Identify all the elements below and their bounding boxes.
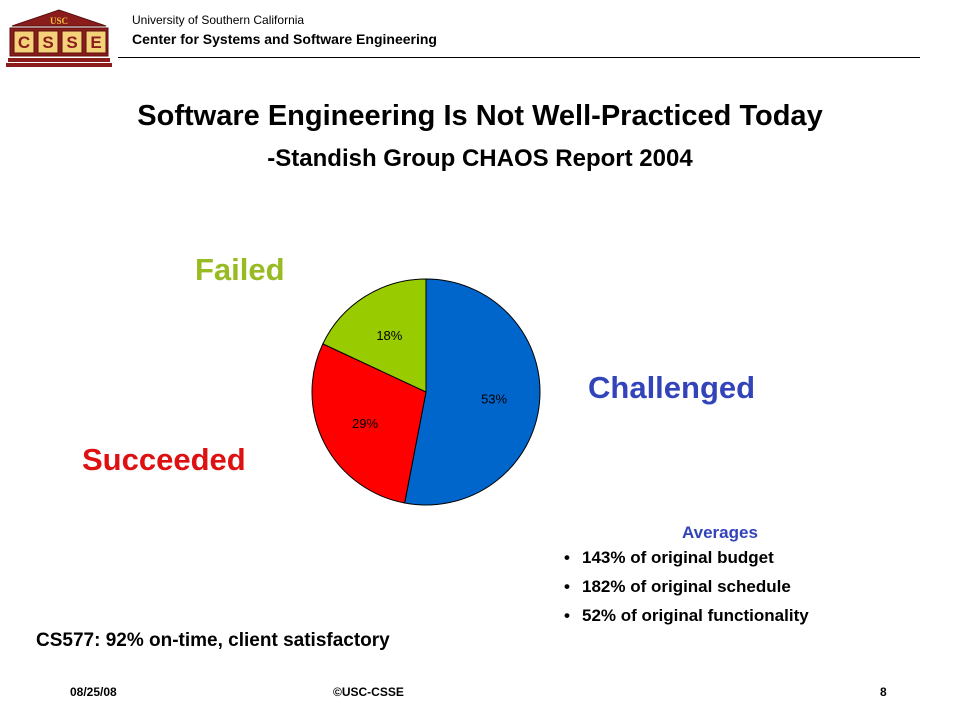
footer-date: 08/25/08 <box>70 685 117 699</box>
average-budget: 143% of original budget <box>582 548 774 567</box>
chaos-pie-chart: 53% 29% 18% <box>311 278 541 506</box>
logo-letter: C <box>18 33 30 52</box>
label-failed: Failed <box>195 252 285 287</box>
cs577-note: CS577: 92% on-time, client satisfactory <box>36 630 390 651</box>
logo-letter: E <box>90 33 101 52</box>
list-item: • 182% of original schedule <box>564 577 791 596</box>
average-schedule: 182% of original schedule <box>582 577 791 596</box>
slide-title: Software Engineering Is Not Well-Practic… <box>137 100 823 132</box>
logo-letter-tile <box>61 30 83 54</box>
averages-title: Averages <box>682 523 758 542</box>
center-name: Center for Systems and Software Engineer… <box>132 31 437 47</box>
slide-subtitle: -Standish Group CHAOS Report 2004 <box>267 145 693 172</box>
pie-data-label: 29% <box>352 416 378 431</box>
pie-data-label: 53% <box>481 391 507 406</box>
averages-list: • 143% of original budget • 182% of origin… <box>564 548 809 635</box>
label-challenged: Challenged <box>588 370 756 405</box>
pie-slice-succeeded <box>311 343 427 504</box>
logo-letter-tile <box>13 30 35 54</box>
footer-copyright: ©USC-CSSE <box>333 685 404 699</box>
logo-letter: S <box>42 33 53 52</box>
logo-letter-tile <box>37 30 59 54</box>
footer-page-number: 8 <box>880 685 887 699</box>
list-item: • 52% of original functionality <box>564 606 809 625</box>
logo-letter-tile <box>85 30 107 54</box>
list-item: • 143% of original budget <box>564 548 774 567</box>
header-divider <box>118 57 920 58</box>
university-name: University of Southern California <box>132 13 305 27</box>
label-succeeded: Succeeded <box>82 442 246 477</box>
pie-data-label: 18% <box>376 328 402 343</box>
logo-letter: S <box>66 33 77 52</box>
logo-usc-text: USC <box>50 16 68 26</box>
average-functionality: 52% of original functionality <box>582 606 809 625</box>
pie-slice-challenged <box>404 278 541 506</box>
pie-slice-failed <box>322 278 427 393</box>
